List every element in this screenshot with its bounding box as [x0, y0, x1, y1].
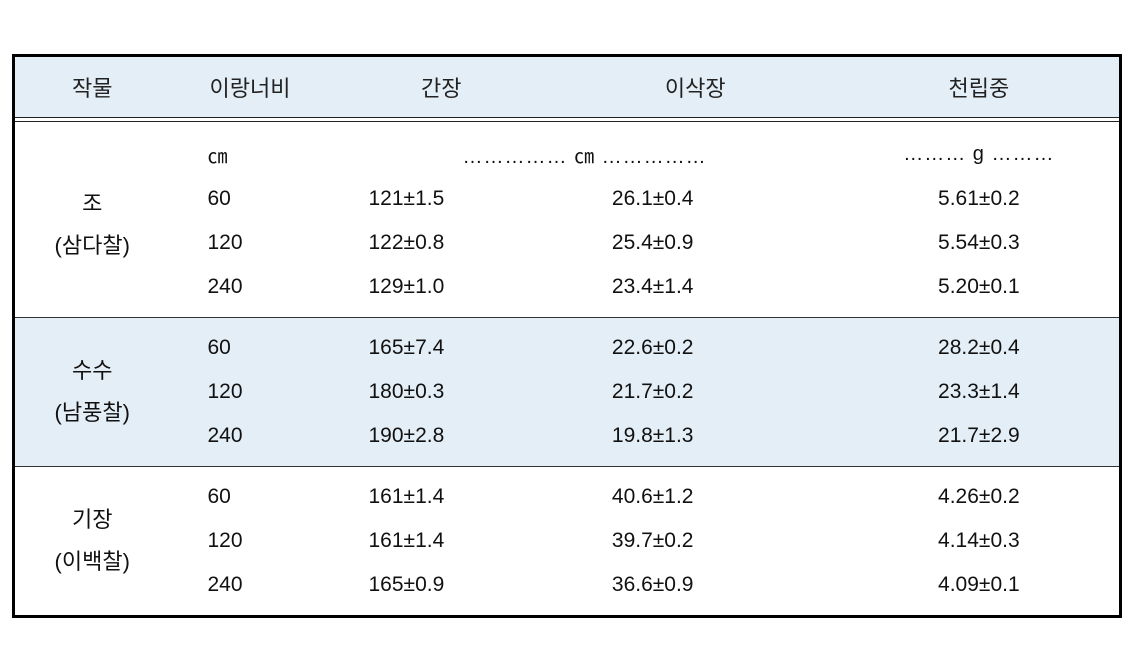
cell-cheonrip: 5.20±0.1 — [839, 265, 1121, 318]
cell-ganjang: 161±1.4 — [331, 519, 552, 563]
cell-cheonrip: 4.14±0.3 — [839, 519, 1121, 563]
cell-width: 240 — [169, 563, 330, 617]
data-table: 작물 이랑너비 간장 이삭장 천립중 조 (삼다찰) ㎝ …………… ㎝ ………… — [12, 54, 1122, 618]
cell-isak: 22.6±0.2 — [552, 318, 839, 370]
cell-cheonrip: 5.54±0.3 — [839, 221, 1121, 265]
crop-main: 조 — [82, 191, 102, 216]
cell-cheonrip: 4.26±0.2 — [839, 467, 1121, 519]
cell-width: 120 — [169, 370, 330, 414]
cell-cheonrip: 5.61±0.2 — [839, 177, 1121, 221]
cell-cheonrip: 28.2±0.4 — [839, 318, 1121, 370]
cell-cheonrip: 21.7±2.9 — [839, 414, 1121, 467]
cell-ganjang: 190±2.8 — [331, 414, 552, 467]
cell-ganjang: 129±1.0 — [331, 265, 552, 318]
table-container: 작물 이랑너비 간장 이삭장 천립중 조 (삼다찰) ㎝ …………… ㎝ ………… — [0, 0, 1134, 672]
cell-isak: 19.8±1.3 — [552, 414, 839, 467]
unit-width: ㎝ — [169, 122, 330, 178]
cell-width: 120 — [169, 221, 330, 265]
cell-isak: 36.6±0.9 — [552, 563, 839, 617]
cell-cheonrip: 4.09±0.1 — [839, 563, 1121, 617]
crop-main: 기장 — [72, 507, 112, 532]
cell-isak: 23.4±1.4 — [552, 265, 839, 318]
crop-label: 조 (삼다찰) — [14, 122, 170, 318]
cell-isak: 21.7±0.2 — [552, 370, 839, 414]
cell-ganjang: 165±7.4 — [331, 318, 552, 370]
crop-label: 기장 (이백찰) — [14, 467, 170, 617]
table-body: 조 (삼다찰) ㎝ …………… ㎝ …………… ……… g ……… 60 121… — [14, 118, 1121, 617]
col-width: 이랑너비 — [169, 56, 330, 118]
cell-cheonrip: 23.3±1.4 — [839, 370, 1121, 414]
cell-isak: 40.6±1.2 — [552, 467, 839, 519]
cell-isak: 25.4±0.9 — [552, 221, 839, 265]
crop-main: 수수 — [72, 358, 112, 383]
col-ganjang: 간장 — [331, 56, 552, 118]
cell-ganjang: 121±1.5 — [331, 177, 552, 221]
cell-ganjang: 165±0.9 — [331, 563, 552, 617]
crop-sub: (이백찰) — [55, 549, 130, 574]
crop-label: 수수 (남풍찰) — [14, 318, 170, 467]
unit-cm-span: …………… ㎝ …………… — [331, 122, 839, 178]
cell-width: 120 — [169, 519, 330, 563]
cell-isak: 26.1±0.4 — [552, 177, 839, 221]
cell-ganjang: 122±0.8 — [331, 221, 552, 265]
table-header: 작물 이랑너비 간장 이삭장 천립중 — [14, 56, 1121, 118]
col-crop: 작물 — [14, 56, 170, 118]
cell-isak: 39.7±0.2 — [552, 519, 839, 563]
col-cheonrip: 천립중 — [839, 56, 1121, 118]
unit-g: ……… g ……… — [839, 122, 1121, 178]
cell-ganjang: 161±1.4 — [331, 467, 552, 519]
cell-width: 240 — [169, 265, 330, 318]
cell-ganjang: 180±0.3 — [331, 370, 552, 414]
crop-sub: (남풍찰) — [55, 400, 130, 425]
cell-width: 60 — [169, 177, 330, 221]
col-isak: 이삭장 — [552, 56, 839, 118]
cell-width: 240 — [169, 414, 330, 467]
cell-width: 60 — [169, 318, 330, 370]
crop-sub: (삼다찰) — [55, 233, 130, 258]
cell-width: 60 — [169, 467, 330, 519]
